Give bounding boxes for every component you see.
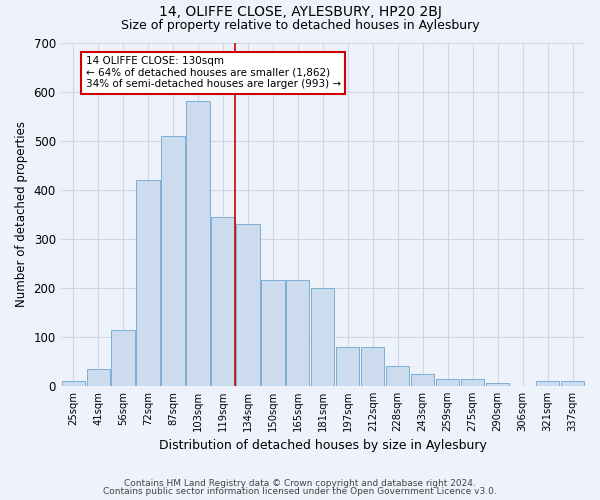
Bar — [361, 346, 385, 386]
Bar — [211, 216, 235, 386]
X-axis label: Distribution of detached houses by size in Aylesbury: Distribution of detached houses by size … — [159, 440, 487, 452]
Bar — [436, 378, 459, 386]
Text: Contains HM Land Registry data © Crown copyright and database right 2024.: Contains HM Land Registry data © Crown c… — [124, 478, 476, 488]
Bar — [236, 224, 260, 386]
Bar — [261, 280, 284, 386]
Bar — [311, 288, 334, 386]
Bar — [536, 381, 559, 386]
Bar — [136, 180, 160, 386]
Bar — [336, 346, 359, 386]
Text: 14 OLIFFE CLOSE: 130sqm
← 64% of detached houses are smaller (1,862)
34% of semi: 14 OLIFFE CLOSE: 130sqm ← 64% of detache… — [86, 56, 341, 90]
Text: 14, OLIFFE CLOSE, AYLESBURY, HP20 2BJ: 14, OLIFFE CLOSE, AYLESBURY, HP20 2BJ — [158, 5, 442, 19]
Bar — [86, 369, 110, 386]
Bar — [112, 330, 134, 386]
Bar — [486, 384, 509, 386]
Text: Contains public sector information licensed under the Open Government Licence v3: Contains public sector information licen… — [103, 487, 497, 496]
Bar — [386, 366, 409, 386]
Bar — [286, 280, 310, 386]
Bar — [161, 136, 185, 386]
Bar — [62, 381, 85, 386]
Bar — [187, 102, 209, 386]
Text: Size of property relative to detached houses in Aylesbury: Size of property relative to detached ho… — [121, 18, 479, 32]
Bar — [461, 378, 484, 386]
Bar — [411, 374, 434, 386]
Bar — [561, 381, 584, 386]
Y-axis label: Number of detached properties: Number of detached properties — [15, 121, 28, 307]
